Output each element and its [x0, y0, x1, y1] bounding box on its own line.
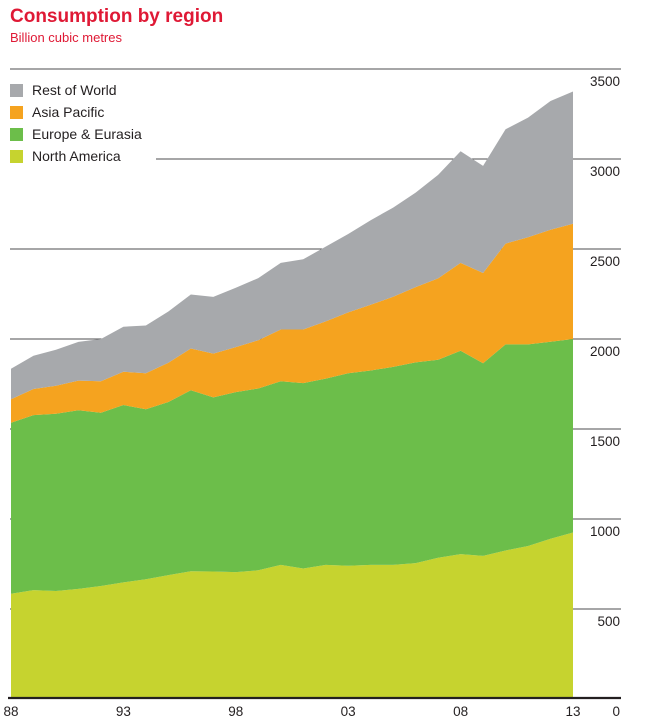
page-title: Consumption by region [10, 6, 224, 27]
chart-legend: Rest of World Asia Pacific Europe & Eura… [8, 77, 156, 171]
legend-item-rest-of-world: Rest of World [10, 79, 142, 101]
y-tick-label-3500: 3500 [590, 74, 620, 89]
north-america-swatch-icon [10, 149, 23, 163]
x-tick-label-03: 03 [341, 704, 356, 719]
y-tick-label-500: 500 [597, 614, 620, 629]
legend-label: Europe & Eurasia [32, 126, 142, 142]
europe-eurasia-swatch-icon [10, 127, 23, 141]
rest-of-world-swatch-icon [10, 83, 23, 97]
legend-label: North America [32, 148, 121, 164]
chart-header: Consumption by region Billion cubic metr… [10, 6, 223, 46]
legend-item-europe-eurasia: Europe & Eurasia [10, 123, 142, 145]
area-europe-eurasia [11, 339, 573, 594]
y-tick-label-3000: 3000 [590, 164, 620, 179]
x-tick-label-98: 98 [228, 704, 243, 719]
chart-units-subtitle: Billion cubic metres [10, 30, 122, 45]
legend-label: Asia Pacific [32, 104, 105, 120]
area-asia-pacific [11, 223, 573, 423]
y-tick-label-1000: 1000 [590, 524, 620, 539]
legend-label: Rest of World [32, 82, 117, 98]
y-tick-label-2000: 2000 [590, 344, 620, 359]
legend-item-asia-pacific: Asia Pacific [10, 101, 142, 123]
x-tick-label-13: 13 [565, 704, 580, 719]
x-tick-label-93: 93 [116, 704, 131, 719]
asia-pacific-swatch-icon [10, 105, 23, 119]
area-north-america [11, 532, 573, 699]
x-tick-label-88: 88 [3, 704, 18, 719]
legend-item-north-america: North America [10, 145, 142, 167]
y-tick-label-1500: 1500 [590, 434, 620, 449]
y-tick-label-2500: 2500 [590, 254, 620, 269]
area-rest-of-world [11, 91, 573, 400]
y-tick-label-0: 0 [612, 704, 620, 719]
x-tick-label-08: 08 [453, 704, 468, 719]
